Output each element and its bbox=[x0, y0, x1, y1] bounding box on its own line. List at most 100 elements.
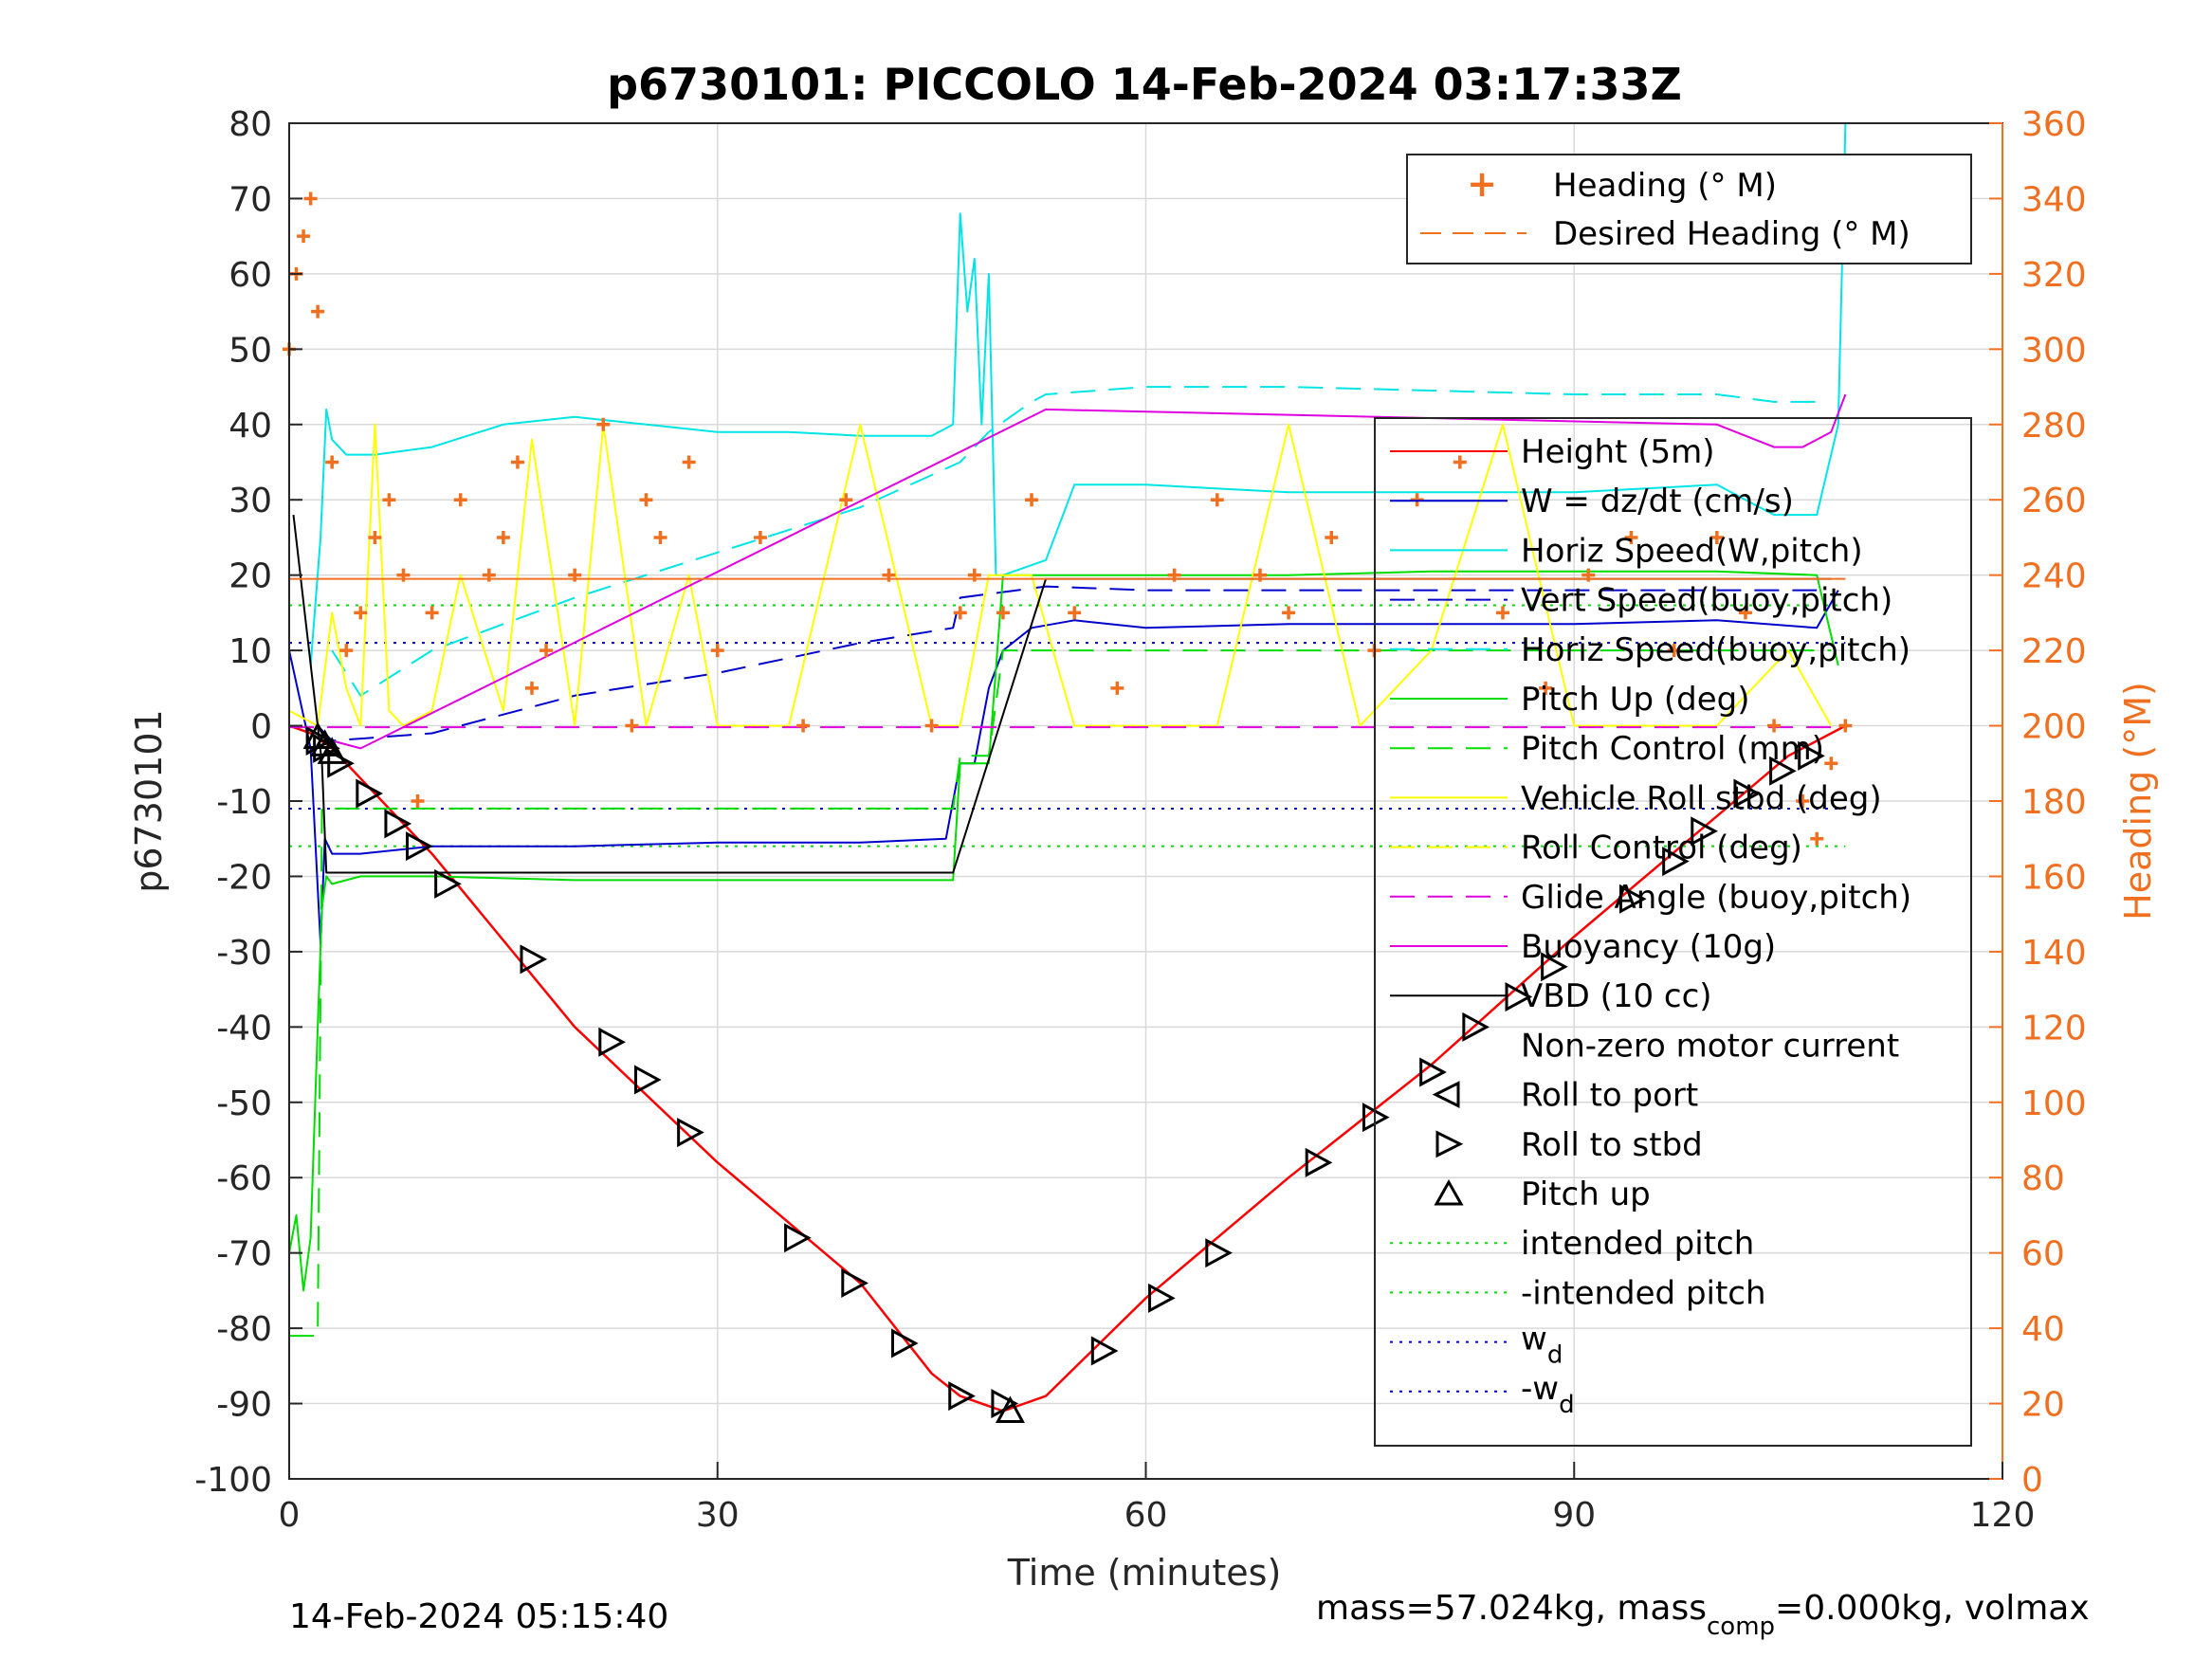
legend-label: Non-zero motor current bbox=[1521, 1027, 1899, 1065]
heading-point bbox=[425, 606, 439, 620]
roll-stbd-marker bbox=[356, 778, 383, 809]
heading-point bbox=[339, 644, 354, 658]
legend-label: Horiz Speed(buoy,pitch) bbox=[1521, 631, 1910, 669]
y-tick-label: -80 bbox=[216, 1310, 272, 1349]
right-y-tick-label: 0 bbox=[2021, 1461, 2043, 1500]
pitch-up-marker bbox=[995, 1395, 1025, 1423]
legend-label: Buoyancy (10g) bbox=[1521, 928, 1776, 966]
x-tick-label: 30 bbox=[696, 1496, 740, 1535]
y-tick-label: 0 bbox=[250, 708, 272, 747]
heading-point bbox=[1110, 681, 1124, 695]
legend-roll-port-icon bbox=[1432, 1081, 1460, 1109]
roll-stbd-marker bbox=[1733, 778, 1762, 809]
series-pitch bbox=[288, 570, 1839, 1292]
right-y-tick-label: 140 bbox=[2021, 934, 2087, 973]
heading-legend-marker: + bbox=[1467, 163, 1497, 205]
heading-point bbox=[354, 606, 368, 620]
legend-wd-sub: d bbox=[1559, 1391, 1575, 1419]
heading-point bbox=[753, 530, 767, 544]
roll-stbd-marker bbox=[520, 944, 548, 975]
heading-point bbox=[1539, 681, 1553, 695]
heading-point bbox=[639, 493, 653, 507]
heading-point bbox=[1581, 568, 1596, 582]
y-tick-label: -10 bbox=[216, 783, 272, 822]
heading-point bbox=[297, 229, 311, 244]
heading-point bbox=[325, 455, 339, 469]
heading-point bbox=[496, 530, 510, 544]
legend-wd-sub: d bbox=[1547, 1341, 1563, 1370]
heading-point bbox=[653, 530, 667, 544]
roll-stbd-marker bbox=[1305, 1147, 1333, 1177]
heading-point bbox=[953, 606, 967, 620]
heading-point bbox=[482, 568, 496, 582]
legend-label: Roll Control (deg) bbox=[1521, 830, 1802, 867]
legend-label: Vert Speed(buoy,pitch) bbox=[1521, 582, 1892, 620]
series-pitch_control bbox=[289, 649, 1832, 1338]
right-y-tick-label: 40 bbox=[2021, 1310, 2065, 1349]
y-axis-label: p6730101 bbox=[128, 709, 170, 892]
y-tick-label: -30 bbox=[216, 934, 272, 973]
right-y-tick-label: 320 bbox=[2021, 256, 2087, 295]
heading-point bbox=[303, 191, 318, 206]
y-tick-label: -60 bbox=[216, 1159, 272, 1198]
x-tick-label: 120 bbox=[1970, 1496, 2036, 1535]
x-ticks: 0 30 60 90 120 bbox=[279, 1462, 2036, 1535]
y-tick-label: -90 bbox=[216, 1386, 272, 1425]
heading-point bbox=[396, 568, 411, 582]
y-tick-label: -20 bbox=[216, 858, 272, 897]
series-buoyancy bbox=[331, 393, 1847, 750]
roll-stbd-marker bbox=[1419, 1057, 1447, 1087]
y-tick-label: 20 bbox=[229, 557, 272, 596]
footer-mass-info: mass=57.024kg, masscomp=0.000kg, volmax bbox=[1316, 1589, 2090, 1641]
heading-point bbox=[625, 719, 639, 733]
y-tick-label: 60 bbox=[229, 256, 272, 295]
roll-stbd-marker bbox=[406, 831, 433, 862]
right-y-tick-label: 120 bbox=[2021, 1009, 2087, 1048]
right-y-tick-label: 60 bbox=[2021, 1235, 2065, 1274]
y-tick-label: -70 bbox=[216, 1235, 272, 1274]
heading-point bbox=[1767, 719, 1782, 733]
heading-point bbox=[682, 455, 696, 469]
left-y-ticks: 80 70 60 50 40 30 20 10 0 -10 -20 -30 -40 -50 -60 -70 -8… bbox=[194, 105, 302, 1500]
heading-point bbox=[1810, 831, 1824, 846]
heading-point bbox=[524, 681, 539, 695]
main-legend: Height (5m) W = dz/dt (cm/s) Horiz Speed(W… bbox=[1374, 417, 1972, 1447]
series-horiz_speed_buoy bbox=[331, 386, 1818, 697]
legend-label: Glide Angle (buoy,pitch) bbox=[1521, 879, 1911, 917]
heading-point bbox=[882, 568, 896, 582]
legend-label: Height (5m) bbox=[1521, 433, 1714, 471]
footer-mass-part2: =0.000kg, volmax bbox=[1775, 1589, 2090, 1628]
roll-stbd-marker bbox=[1148, 1283, 1176, 1313]
legend-label: -intended pitch bbox=[1521, 1274, 1766, 1312]
roll-stbd-marker bbox=[1691, 816, 1718, 847]
roll-stbd-marker bbox=[1662, 847, 1690, 877]
legend-label: Pitch Control (mm) bbox=[1521, 730, 1824, 768]
heading-point bbox=[382, 493, 396, 507]
roll-stbd-marker bbox=[434, 868, 462, 899]
heading-point bbox=[710, 644, 724, 658]
heading-point bbox=[1824, 757, 1838, 771]
x-tick-label: 0 bbox=[279, 1496, 301, 1535]
heading-point bbox=[1167, 568, 1181, 582]
heading-point bbox=[510, 455, 524, 469]
footer-mass-sub: comp bbox=[1707, 1613, 1775, 1641]
heading-point bbox=[1325, 530, 1339, 544]
heading-point bbox=[1624, 530, 1638, 544]
right-y-tick-label: 300 bbox=[2021, 331, 2087, 370]
right-y-tick-label: 160 bbox=[2021, 858, 2087, 897]
heading-point bbox=[539, 644, 554, 658]
roll-stbd-marker bbox=[1205, 1238, 1233, 1268]
series-height bbox=[288, 724, 1846, 1413]
right-y-ticks: 3603403203002802602402202001801601401201… bbox=[1989, 105, 2087, 1500]
legend-label: Horiz Speed(W,pitch) bbox=[1521, 532, 1863, 570]
right-y-tick-label: 280 bbox=[2021, 407, 2087, 446]
x-tick-label: 90 bbox=[1552, 1496, 1596, 1535]
legend-wd-main: w bbox=[1521, 1321, 1547, 1358]
legend-label: W = dz/dt (cm/s) bbox=[1521, 483, 1794, 520]
roll-stbd-marker bbox=[384, 809, 412, 839]
right-y-tick-label: 100 bbox=[2021, 1085, 2087, 1123]
roll-stbd-marker bbox=[1462, 1012, 1490, 1042]
legend-heading-label: Heading (° M) bbox=[1553, 167, 1777, 205]
heading-point bbox=[411, 794, 425, 808]
